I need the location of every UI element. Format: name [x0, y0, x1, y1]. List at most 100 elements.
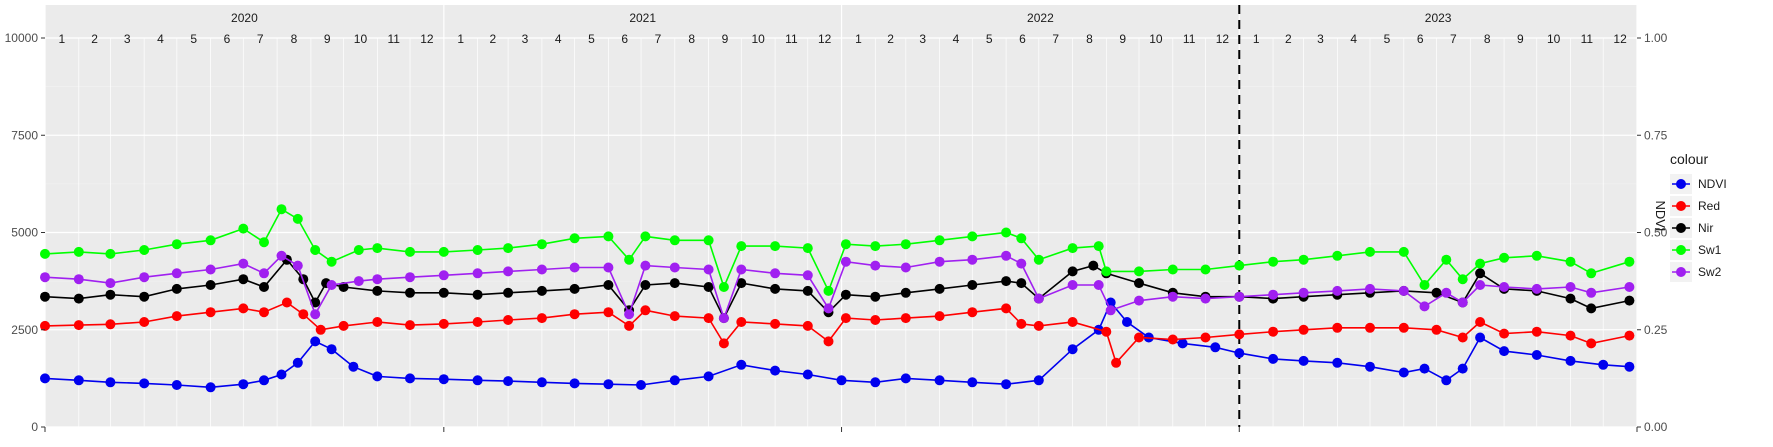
data-point-nir — [967, 280, 978, 290]
data-point-sw1 — [1298, 254, 1309, 265]
data-point-nir — [569, 283, 580, 294]
month-label: 8 — [1086, 32, 1093, 46]
data-point-ndvi — [1234, 348, 1245, 359]
data-point-sw2 — [802, 270, 813, 281]
month-label: 2 — [887, 32, 894, 46]
data-point-sw1 — [1234, 260, 1245, 271]
data-point-sw2 — [1200, 293, 1211, 304]
data-point-nir — [1001, 276, 1012, 287]
data-point-red — [139, 317, 150, 327]
data-point-sw2 — [326, 280, 337, 290]
data-point-sw1 — [1200, 264, 1211, 275]
data-point-ndvi — [536, 377, 547, 388]
data-point-ndvi — [1499, 346, 1510, 357]
data-point-red — [238, 303, 249, 314]
data-point-red — [736, 317, 747, 327]
data-point-sw2 — [472, 268, 483, 279]
series-line-nir — [44, 258, 1630, 320]
data-point-red — [823, 336, 834, 347]
data-point-sw1 — [1586, 268, 1597, 279]
data-point-nir — [338, 282, 349, 292]
data-point-red — [1457, 332, 1468, 343]
right-axis-title: NDVI — [1653, 200, 1668, 231]
data-point-nir — [205, 280, 216, 290]
data-point-sw2 — [823, 303, 834, 314]
data-point-red — [1268, 326, 1279, 337]
data-point-sw2 — [1419, 301, 1430, 312]
data-point-red — [640, 305, 651, 316]
data-point-red — [870, 315, 881, 325]
data-point-ndvi — [1365, 361, 1375, 372]
month-label: 8 — [1484, 32, 1491, 46]
data-point-red — [900, 313, 911, 324]
data-point-red — [603, 307, 614, 318]
data-point-sw2 — [1398, 285, 1409, 296]
month-label: 9 — [324, 32, 331, 46]
data-point-red — [1398, 322, 1409, 333]
data-point-red — [536, 313, 547, 324]
data-point-red — [1624, 330, 1635, 341]
legend-label-ndvi: NDVI — [1698, 177, 1727, 191]
data-point-sw2 — [1268, 289, 1279, 300]
month-label: 1 — [457, 32, 464, 46]
data-point-sw1 — [238, 223, 249, 234]
month-label: 4 — [953, 32, 960, 46]
data-point-ndvi — [503, 376, 514, 387]
data-point-nir — [703, 282, 714, 292]
data-point-sw1 — [1101, 266, 1112, 277]
data-point-sw1 — [139, 245, 150, 255]
data-point-sw1 — [1067, 243, 1078, 254]
data-point-sw1 — [1365, 246, 1375, 257]
data-point-sw2 — [1565, 282, 1576, 292]
data-point-sw2 — [105, 278, 116, 289]
data-point-red — [1016, 318, 1027, 329]
month-label: 11 — [387, 32, 400, 46]
month-label: 9 — [722, 32, 729, 46]
data-point-red — [472, 317, 483, 327]
data-point-red — [1001, 303, 1012, 314]
legend-label-sw1: Sw1 — [1698, 243, 1722, 257]
month-label: 3 — [919, 32, 926, 46]
data-point-ndvi — [1531, 350, 1542, 360]
data-point-sw2 — [870, 260, 881, 271]
data-point-ndvi — [1268, 353, 1279, 364]
year-label: 2022 — [1027, 11, 1054, 25]
legend-title: colour — [1670, 151, 1708, 167]
data-point-red — [669, 311, 680, 322]
month-label: 11 — [785, 32, 798, 46]
data-point-nir — [503, 287, 514, 298]
legend-key-point — [1676, 179, 1686, 189]
data-point-sw1 — [1499, 252, 1510, 263]
data-point-ndvi — [1475, 332, 1486, 343]
y-left-tick-label: 5000 — [11, 226, 38, 240]
data-point-sw1 — [1398, 246, 1409, 257]
data-point-sw1 — [718, 282, 729, 292]
data-point-ndvi — [139, 378, 150, 389]
month-label: 1 — [1253, 32, 1260, 46]
data-point-red — [1531, 326, 1542, 337]
data-point-sw1 — [1441, 254, 1452, 265]
data-point-ndvi — [205, 382, 216, 393]
data-point-sw2 — [1067, 280, 1078, 290]
data-point-sw2 — [503, 266, 514, 277]
year-label: 2021 — [629, 11, 656, 25]
y-left-tick-label: 0 — [31, 420, 38, 434]
data-point-sw2 — [1365, 283, 1375, 294]
data-point-red — [802, 320, 813, 331]
data-point-red — [1101, 326, 1112, 337]
data-point-ndvi — [669, 375, 680, 386]
grid-layer — [44, 5, 1638, 428]
data-point-sw2 — [1001, 250, 1012, 261]
data-point-ndvi — [636, 380, 646, 390]
data-point-red — [171, 311, 182, 322]
data-point-nir — [1088, 260, 1099, 271]
data-point-nir — [1475, 268, 1486, 279]
data-point-ndvi — [836, 375, 847, 386]
data-point-sw2 — [1016, 258, 1027, 269]
data-point-nir — [603, 280, 614, 290]
legend-label-sw2: Sw2 — [1698, 265, 1722, 279]
data-point-red — [438, 318, 449, 329]
data-point-nir — [73, 293, 84, 304]
data-point-ndvi — [326, 344, 337, 355]
data-point-sw1 — [372, 243, 383, 254]
